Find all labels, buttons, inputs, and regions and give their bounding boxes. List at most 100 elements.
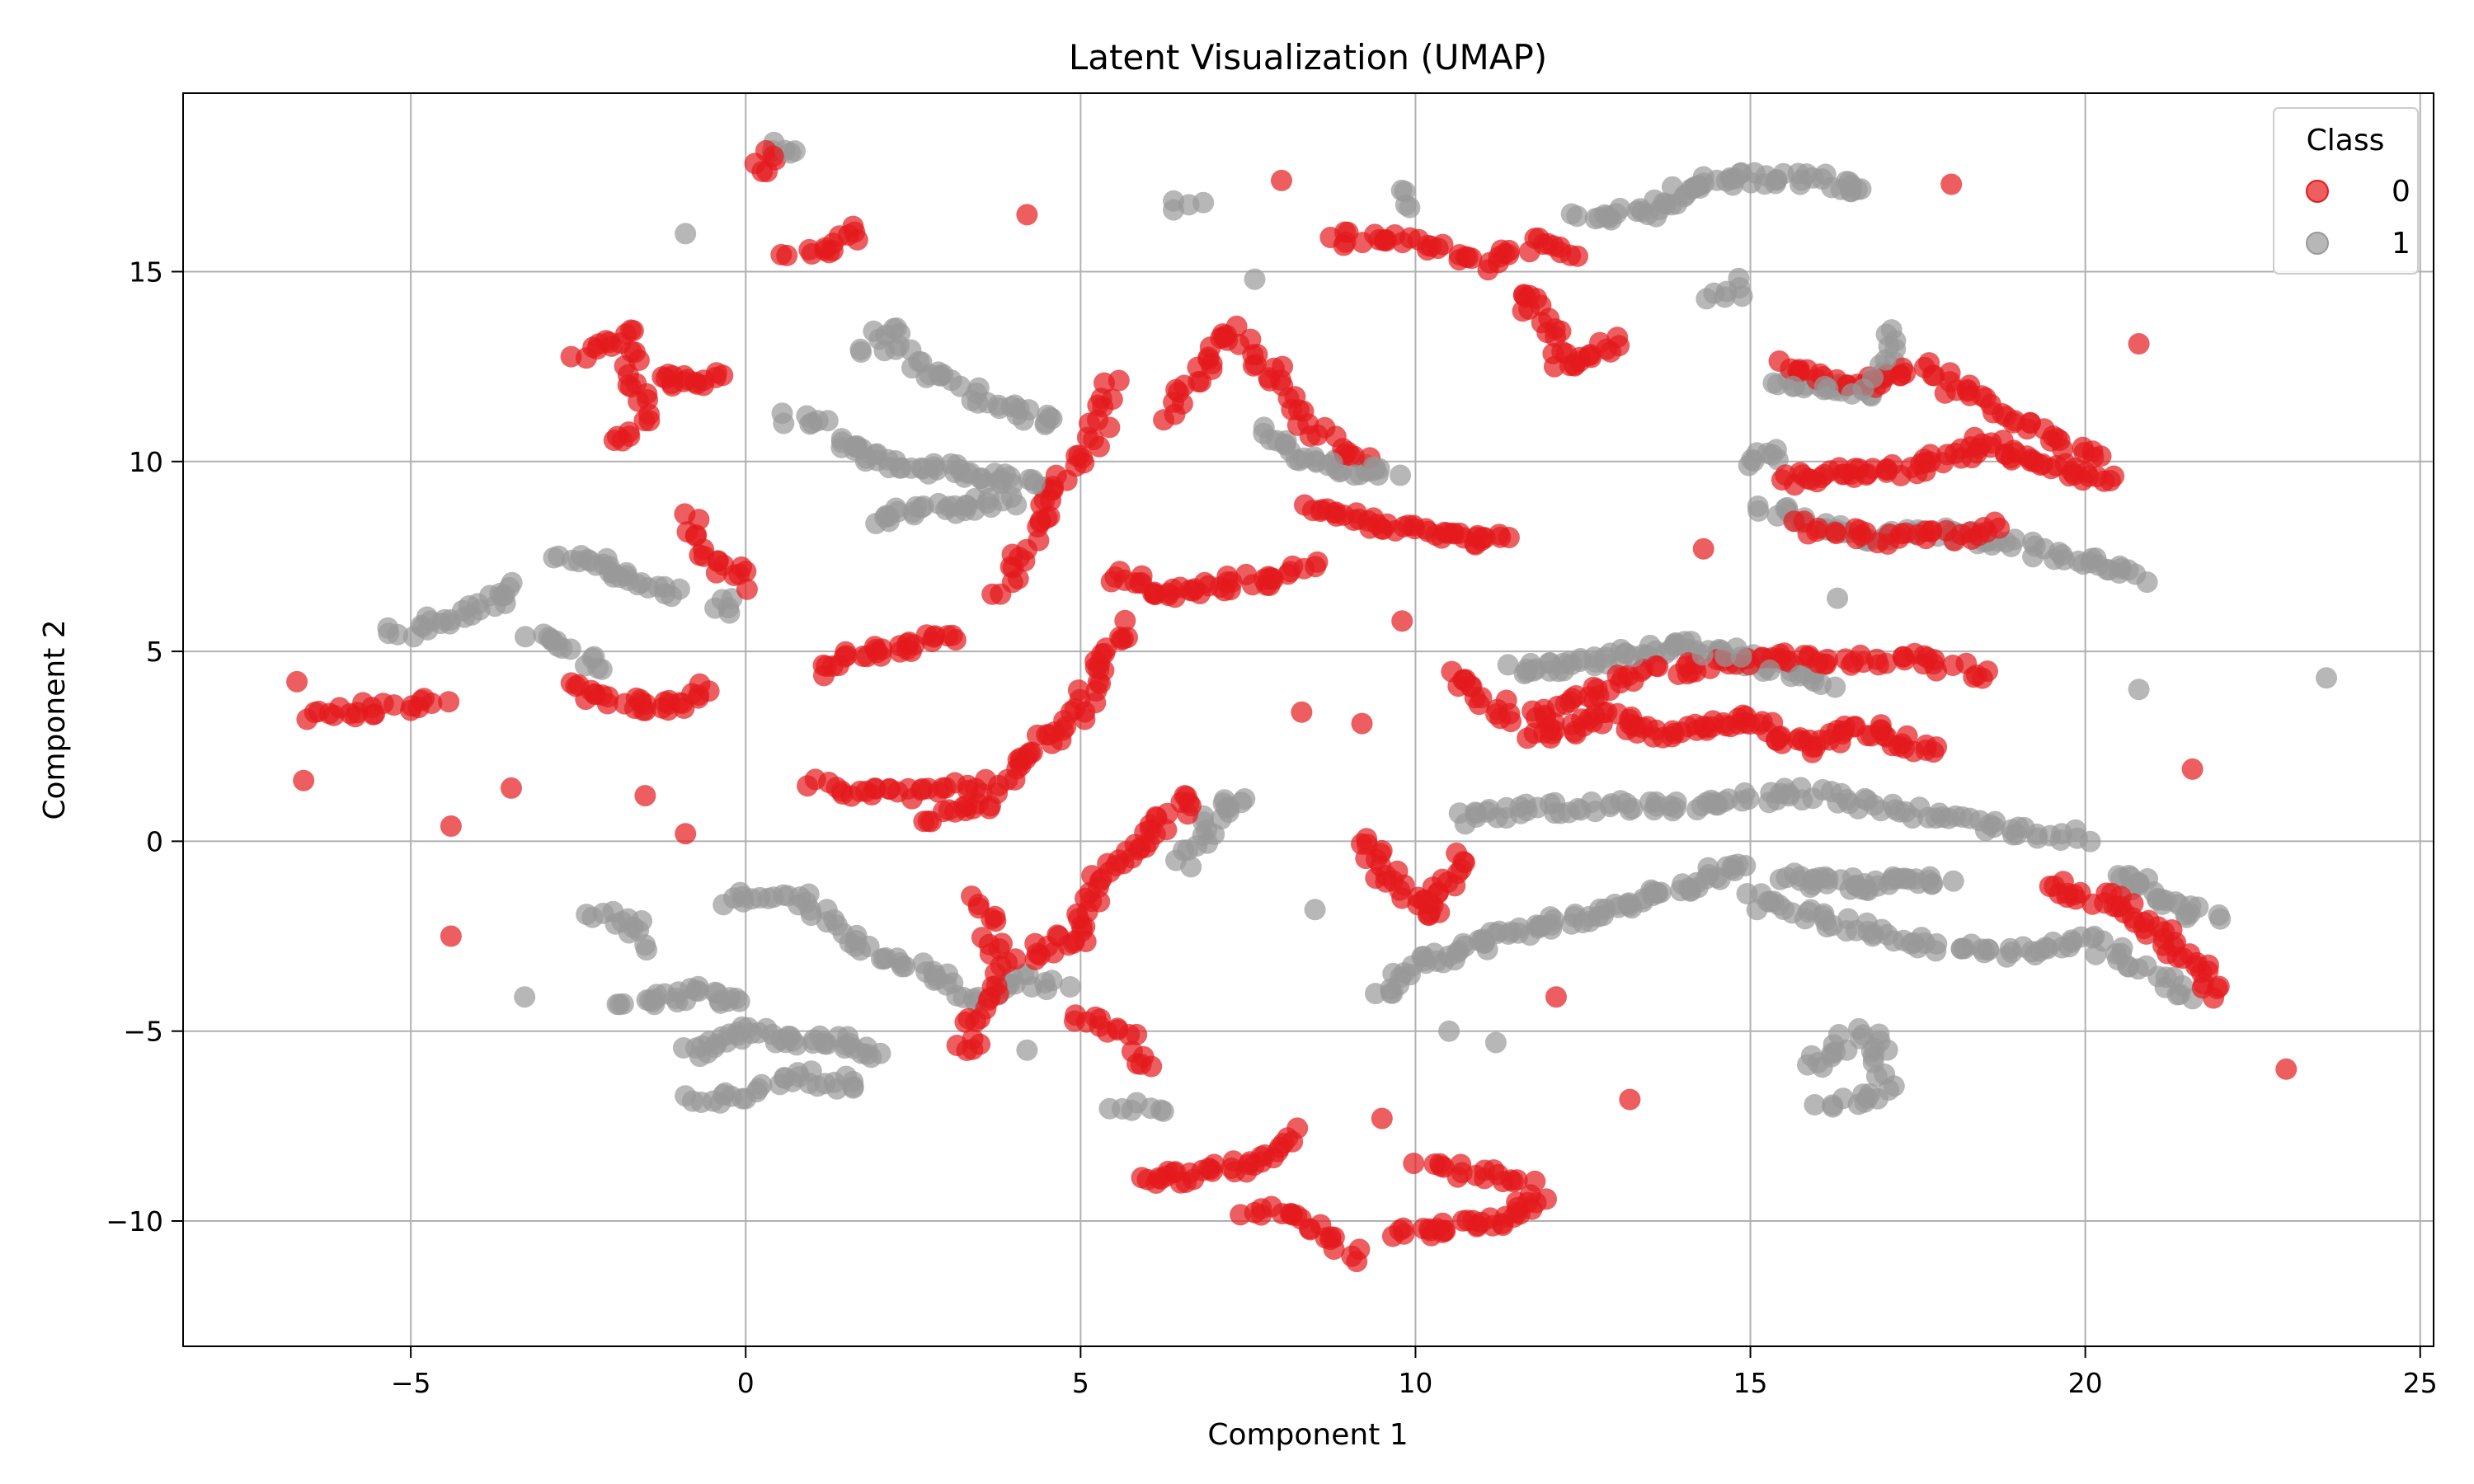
data-point <box>1304 899 1326 921</box>
data-point <box>1250 1204 1272 1226</box>
data-point <box>584 683 606 705</box>
data-point <box>1026 942 1048 965</box>
data-point <box>1390 464 1411 486</box>
data-point <box>1235 563 1258 585</box>
data-point <box>1508 917 1531 939</box>
data-point <box>1802 167 1824 189</box>
data-point <box>2316 667 2337 689</box>
data-point <box>2026 827 2048 849</box>
data-point <box>2002 439 2025 462</box>
data-point <box>1041 970 1063 992</box>
data-point <box>1888 527 1910 549</box>
data-point <box>440 925 462 947</box>
data-point <box>416 618 439 641</box>
data-point <box>1542 342 1564 364</box>
data-point <box>1100 571 1122 593</box>
data-point <box>849 939 872 961</box>
data-point <box>1059 976 1081 998</box>
data-point <box>727 1021 749 1044</box>
data-point <box>1065 444 1088 467</box>
data-point <box>559 638 581 660</box>
data-point <box>1776 866 1798 889</box>
data-point <box>913 810 935 833</box>
data-point <box>1680 880 1702 902</box>
data-point <box>2136 571 2158 594</box>
data-point <box>1647 655 1669 678</box>
data-point <box>1822 1096 1844 1118</box>
data-point <box>1064 697 1086 720</box>
data-point <box>1165 378 1188 401</box>
data-point <box>1389 1219 1411 1242</box>
data-point <box>1448 522 1470 544</box>
data-point <box>1817 378 1839 400</box>
data-point <box>949 375 971 397</box>
data-point <box>2063 463 2086 486</box>
data-point <box>617 374 639 397</box>
data-point <box>576 548 599 571</box>
data-point <box>1021 741 1043 763</box>
data-point <box>1430 1155 1452 1177</box>
data-point <box>952 796 975 818</box>
y-tick-label: 15 <box>129 256 163 288</box>
data-point <box>1870 719 1892 741</box>
data-point <box>1380 982 1402 1004</box>
data-point <box>901 457 922 479</box>
data-point <box>1067 679 1089 702</box>
data-point <box>1662 800 1684 822</box>
data-point <box>902 501 924 524</box>
data-point <box>1517 727 1539 749</box>
data-point <box>866 641 888 664</box>
legend-box <box>2273 107 2419 275</box>
data-point <box>1192 191 1215 214</box>
data-point <box>2152 893 2174 915</box>
data-point <box>891 956 913 978</box>
legend-marker-class-1 <box>2306 232 2329 255</box>
data-point <box>1272 1133 1294 1154</box>
data-point <box>1489 526 1512 548</box>
data-point <box>2004 528 2026 551</box>
data-point <box>1774 650 1796 672</box>
data-point <box>1894 362 1917 384</box>
data-point <box>696 1042 718 1064</box>
data-point <box>1782 375 1804 397</box>
data-point <box>861 784 883 805</box>
data-point <box>2079 830 2101 852</box>
data-point <box>1833 715 1856 737</box>
data-point <box>955 494 977 516</box>
x-tick-label: −5 <box>391 1367 431 1399</box>
data-point <box>1583 646 1606 669</box>
data-point <box>1323 1238 1345 1261</box>
data-point <box>750 1073 773 1096</box>
data-point <box>816 410 839 432</box>
data-point <box>1875 461 1898 483</box>
data-point <box>1839 878 1861 900</box>
data-point <box>1497 654 1519 676</box>
y-axis-label: Component 2 <box>38 619 72 819</box>
data-point <box>1101 388 1123 411</box>
data-point <box>1498 243 1520 265</box>
data-point <box>2030 454 2052 477</box>
x-axis-label: Component 1 <box>1207 1418 1408 1452</box>
data-point <box>1810 674 1832 695</box>
data-point <box>956 1040 978 1061</box>
x-tick-label: 25 <box>2403 1367 2438 1399</box>
data-point <box>1291 701 1313 723</box>
data-point <box>1765 172 1786 195</box>
plot-frame <box>182 92 2434 1347</box>
legend: Class 0 1 <box>2273 107 2419 275</box>
data-point <box>896 632 919 655</box>
data-point <box>286 670 308 693</box>
y-tick-label: −5 <box>123 1016 163 1048</box>
data-point <box>1827 587 1849 609</box>
data-point <box>1108 369 1130 392</box>
data-point <box>1817 648 1839 670</box>
data-point <box>1135 836 1157 858</box>
data-point <box>1734 855 1757 876</box>
data-point <box>1425 524 1446 546</box>
data-point <box>785 1034 807 1056</box>
data-point <box>1677 716 1699 738</box>
data-point <box>1526 796 1549 819</box>
data-point <box>1567 245 1588 267</box>
data-point <box>1563 721 1585 743</box>
data-point <box>1727 707 1749 730</box>
